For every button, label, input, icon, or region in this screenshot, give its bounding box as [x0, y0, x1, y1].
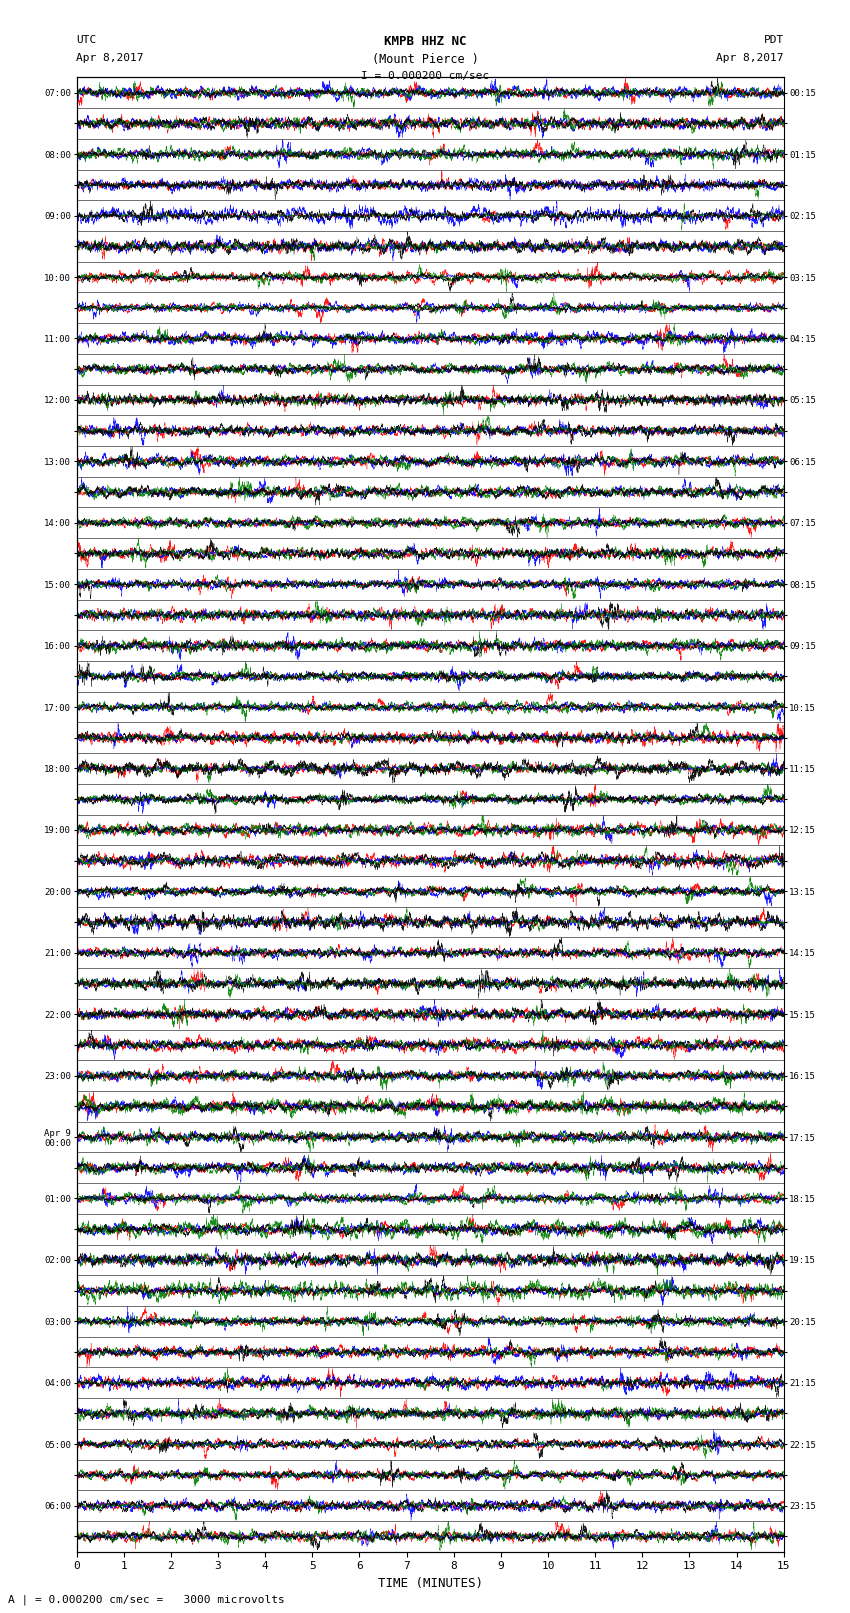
Text: UTC: UTC	[76, 35, 97, 45]
Text: I = 0.000200 cm/sec: I = 0.000200 cm/sec	[361, 71, 489, 81]
Text: Apr 8,2017: Apr 8,2017	[717, 53, 784, 63]
Text: (Mount Pierce ): (Mount Pierce )	[371, 53, 479, 66]
X-axis label: TIME (MINUTES): TIME (MINUTES)	[377, 1578, 483, 1590]
Text: KMPB HHZ NC: KMPB HHZ NC	[383, 35, 467, 48]
Text: PDT: PDT	[763, 35, 784, 45]
Text: A | = 0.000200 cm/sec =   3000 microvolts: A | = 0.000200 cm/sec = 3000 microvolts	[8, 1594, 286, 1605]
Text: Apr 8,2017: Apr 8,2017	[76, 53, 144, 63]
